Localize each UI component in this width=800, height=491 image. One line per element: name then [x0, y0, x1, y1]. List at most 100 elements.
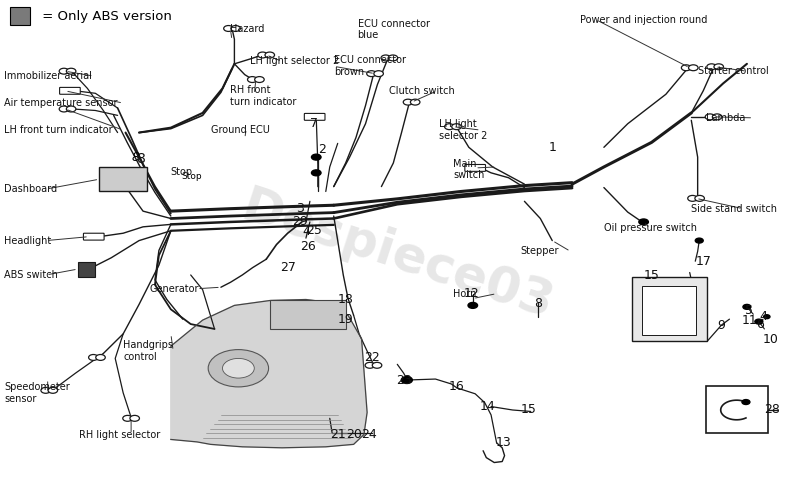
Text: 10: 10 [763, 333, 778, 346]
Circle shape [381, 55, 390, 61]
Circle shape [311, 170, 321, 176]
Circle shape [311, 154, 321, 160]
Circle shape [682, 65, 691, 71]
Circle shape [742, 400, 750, 405]
Text: ABS switch: ABS switch [4, 270, 58, 280]
Text: 20: 20 [346, 428, 362, 441]
Text: ECU connector
blue: ECU connector blue [358, 19, 430, 40]
Circle shape [254, 77, 264, 82]
Circle shape [258, 52, 267, 58]
Text: ECU connector
brown: ECU connector brown [334, 55, 406, 77]
Circle shape [222, 358, 254, 378]
FancyBboxPatch shape [83, 233, 104, 240]
Circle shape [764, 315, 770, 319]
Text: 27: 27 [281, 261, 296, 274]
Text: Lambda: Lambda [706, 113, 745, 123]
Circle shape [231, 26, 240, 31]
Text: 17: 17 [695, 255, 711, 268]
Text: 18: 18 [338, 293, 354, 306]
Bar [10, 7, 30, 25]
Text: Horn: Horn [453, 289, 476, 299]
Circle shape [224, 26, 234, 31]
Circle shape [59, 68, 69, 74]
Text: 8: 8 [137, 152, 146, 166]
Text: Air temperature sensor: Air temperature sensor [4, 98, 118, 108]
Circle shape [247, 77, 257, 82]
Circle shape [365, 362, 374, 368]
Circle shape [366, 71, 376, 77]
Circle shape [755, 319, 763, 324]
Text: 21: 21 [330, 428, 346, 441]
Text: 26: 26 [301, 240, 316, 253]
Text: Dashboard: Dashboard [4, 184, 57, 194]
Circle shape [706, 64, 716, 70]
Text: 4: 4 [302, 225, 310, 238]
Text: LH light selector 2: LH light selector 2 [250, 56, 339, 66]
Text: RH light selector: RH light selector [79, 430, 161, 439]
Circle shape [639, 219, 648, 225]
Text: Oil pressure switch: Oil pressure switch [604, 223, 697, 233]
Circle shape [695, 195, 705, 201]
FancyBboxPatch shape [465, 164, 486, 171]
Bar [78, 262, 95, 277]
Circle shape [402, 377, 412, 383]
Text: 28: 28 [765, 404, 780, 416]
Text: Stop: Stop [170, 167, 192, 177]
Circle shape [743, 304, 751, 309]
Circle shape [403, 99, 413, 105]
Text: Despiece03: Despiece03 [235, 182, 559, 328]
Circle shape [388, 55, 398, 61]
Circle shape [468, 302, 478, 308]
Circle shape [452, 124, 462, 130]
Text: 15: 15 [644, 270, 659, 282]
Text: Power and injection round: Power and injection round [580, 15, 707, 25]
Text: 15: 15 [521, 404, 536, 416]
Circle shape [689, 65, 698, 71]
Circle shape [712, 114, 722, 120]
Circle shape [96, 355, 106, 360]
Text: Stop: Stop [181, 172, 202, 181]
Text: 5: 5 [745, 304, 753, 317]
Text: 4: 4 [759, 310, 766, 323]
Circle shape [714, 64, 723, 70]
Polygon shape [171, 300, 367, 448]
Bar [99, 167, 147, 191]
Text: 22: 22 [364, 351, 380, 364]
Circle shape [66, 68, 76, 74]
Text: Headlight: Headlight [4, 236, 51, 246]
Bar [706, 386, 767, 433]
Text: 24: 24 [362, 428, 378, 441]
Circle shape [59, 106, 69, 112]
Text: 19: 19 [338, 313, 354, 326]
Text: Speedometer
sensor: Speedometer sensor [4, 382, 70, 404]
Circle shape [688, 195, 698, 201]
Text: Generator: Generator [150, 284, 199, 294]
Bar [632, 277, 707, 341]
Circle shape [372, 362, 382, 368]
Text: 23: 23 [396, 374, 411, 387]
Text: Stepper: Stepper [521, 246, 559, 256]
Circle shape [706, 114, 714, 120]
Text: 29: 29 [293, 216, 308, 228]
Text: 12: 12 [464, 287, 480, 300]
Circle shape [41, 387, 50, 393]
Text: 3: 3 [297, 202, 304, 215]
Circle shape [208, 350, 269, 387]
Circle shape [66, 106, 76, 112]
Text: 2: 2 [318, 143, 326, 156]
Text: 13: 13 [496, 436, 512, 449]
Text: 8: 8 [131, 151, 139, 164]
Text: 25: 25 [306, 224, 322, 237]
Text: 9: 9 [718, 319, 726, 331]
Text: Clutch switch: Clutch switch [390, 86, 455, 96]
Text: 14: 14 [479, 400, 495, 413]
Text: = Only ABS version: = Only ABS version [38, 10, 172, 23]
Text: 11: 11 [742, 314, 757, 327]
Circle shape [410, 99, 420, 105]
Circle shape [445, 124, 454, 130]
Text: 1: 1 [548, 141, 556, 154]
Bar [270, 300, 346, 329]
Text: Ground ECU: Ground ECU [210, 125, 270, 135]
Text: RH front
turn indicator: RH front turn indicator [230, 85, 297, 107]
Text: Starter control: Starter control [698, 66, 769, 76]
